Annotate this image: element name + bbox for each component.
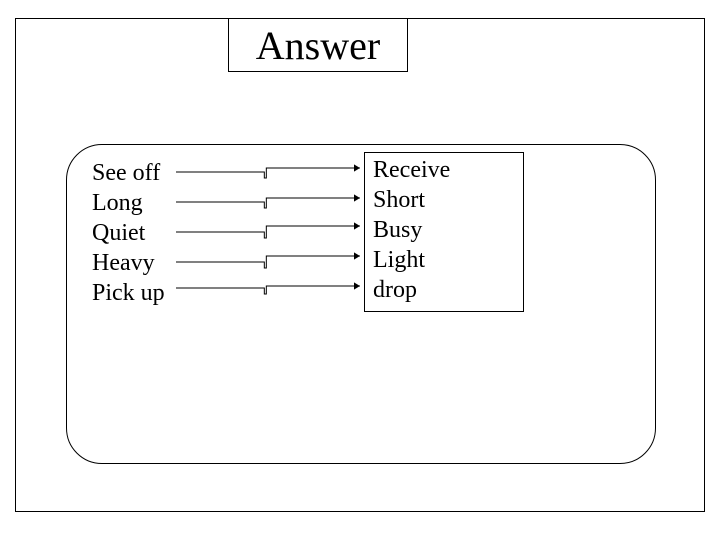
page: Answer See off Long Quiet Heavy Pick up …: [0, 0, 720, 540]
matching-arrows: [0, 0, 720, 540]
